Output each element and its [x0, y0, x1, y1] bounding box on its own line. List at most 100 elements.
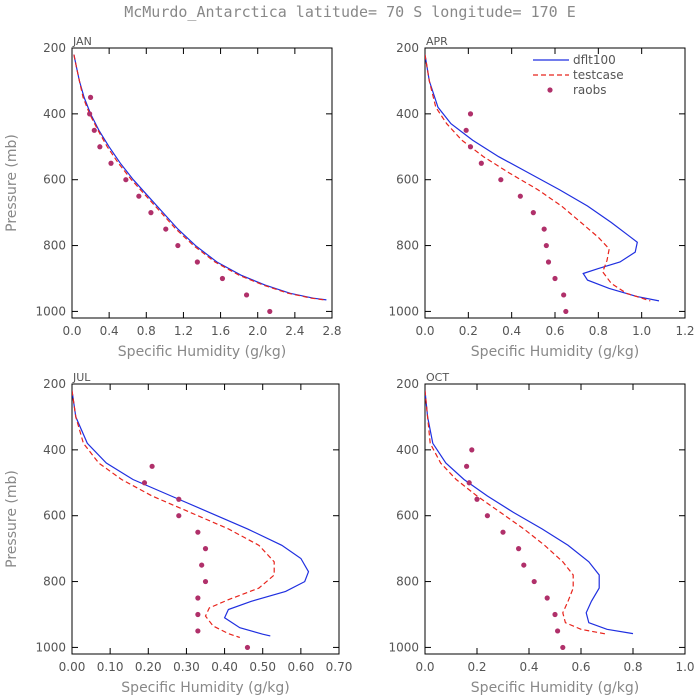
raobs-point: [552, 611, 558, 618]
raobs-point: [108, 160, 114, 166]
raobs-point: [467, 111, 474, 117]
panel-title: JAN: [72, 35, 92, 48]
plot-frame: [424, 383, 686, 655]
testcase-line: [425, 390, 608, 635]
y-tick-label: 800: [43, 239, 66, 253]
dflt100-line: [72, 390, 310, 637]
testcase-line: [72, 390, 275, 639]
x-tick-label: 0.20: [135, 660, 162, 674]
x-tick-label: 0.4: [100, 324, 119, 338]
x-axis-label: Specific Humidity (g/kg): [471, 344, 639, 360]
y-axis-label: Pressure (mb): [4, 134, 20, 232]
y-tick-label: 400: [396, 443, 419, 457]
x-tick-label: 0.00: [59, 660, 86, 674]
x-tick-label: 0.0: [415, 660, 434, 674]
dflt100-line: [425, 54, 660, 302]
raobs-point: [176, 513, 182, 519]
raobs-point: [175, 242, 181, 249]
raobs-point: [555, 628, 561, 634]
panel-jul: 0.00 0.10 0.20 0.30 0.40 0.50 0.60 0.70 200 400 60…: [4, 371, 352, 696]
raobs-point: [219, 275, 226, 282]
raobs-point: [500, 529, 506, 535]
x-tick-label: 0.60: [287, 660, 314, 674]
y-tick-label: 800: [43, 575, 66, 589]
x-tick-label: 0.50: [249, 660, 276, 674]
raobs-point: [544, 595, 550, 601]
raobs-point: [136, 193, 142, 199]
raobs-point: [552, 275, 558, 282]
raobs-point: [202, 546, 209, 552]
panel-apr: 0.0 0.2 0.4 0.6 0.8 1.0 1.2 200 400 600 800 1000 APR…: [388, 35, 694, 360]
legend-label-dflt100: dflt100: [573, 53, 616, 67]
dflt100-line: [425, 390, 634, 635]
x-axis-label: Specific Humidity (g/kg): [121, 680, 289, 696]
y-tick-label: 600: [396, 173, 419, 187]
raobs-point: [123, 177, 129, 183]
y-tick-label: 400: [43, 443, 66, 457]
raobs-point: [484, 513, 490, 519]
panel-title: APR: [426, 35, 448, 48]
y-tick-label: 600: [396, 509, 419, 523]
x-tick-label: 2.4: [285, 324, 304, 338]
raobs-point: [516, 546, 522, 552]
x-tick-label: 0.8: [623, 660, 642, 674]
raobs-point: [202, 578, 209, 585]
raobs-point: [530, 210, 536, 216]
y-tick-label: 800: [396, 239, 419, 253]
x-tick-label: 0.30: [173, 660, 200, 674]
raobs-point: [464, 463, 470, 469]
x-tick-label: 0.0: [62, 324, 81, 338]
raobs-point: [195, 611, 201, 618]
x-tick-label: 0.70: [326, 660, 353, 674]
y-tick-label: 1000: [388, 304, 419, 318]
testcase-line: [73, 54, 325, 301]
plot-frame: [71, 47, 333, 319]
raobs-point: [563, 308, 569, 315]
raobs-point: [243, 292, 250, 298]
y-tick-label: 800: [396, 575, 419, 589]
raobs-point: [469, 447, 475, 453]
x-tick-label: 2.0: [248, 324, 267, 338]
raobs-point: [498, 177, 504, 183]
raobs-point: [463, 127, 469, 133]
x-tick-label: 1.0: [675, 660, 694, 674]
raobs-point: [194, 259, 200, 265]
raobs-point: [466, 480, 472, 486]
x-tick-label: 0.40: [211, 660, 238, 674]
x-tick-label: 0.4: [519, 660, 538, 674]
panel-title: OCT: [426, 371, 449, 384]
raobs-point: [91, 127, 97, 133]
y-tick-label: 200: [396, 41, 419, 55]
raobs-point: [531, 578, 537, 585]
x-tick-label: 0.6: [545, 324, 564, 338]
y-tick-label: 200: [43, 377, 66, 391]
y-tick-label: 1000: [35, 304, 66, 318]
y-tick-label: 200: [43, 41, 66, 55]
raobs-point: [267, 308, 273, 315]
figure-title: McMurdo_Antarctica latitude= 70 S longit…: [124, 3, 576, 21]
x-axis-label: Specific Humidity (g/kg): [471, 680, 639, 696]
x-tick-label: 0.8: [589, 324, 608, 338]
x-tick-label: 0.2: [459, 324, 478, 338]
y-tick-label: 600: [43, 509, 66, 523]
raobs-point: [545, 259, 552, 265]
x-tick-label: 1.2: [675, 324, 694, 338]
raobs-point: [97, 144, 103, 150]
raobs-point: [543, 242, 549, 249]
y-tick-label: 200: [396, 377, 419, 391]
raobs-point: [521, 562, 527, 568]
x-tick-label: 0.10: [97, 660, 124, 674]
panel-oct: 0.0 0.2 0.4 0.6 0.8 1.0 200 400 600 800 1000 OCT Spe…: [388, 371, 694, 696]
raobs-point: [478, 160, 484, 166]
raobs-point: [561, 292, 567, 298]
raobs-point: [467, 144, 474, 150]
y-axis-label: Pressure (mb): [4, 470, 20, 568]
x-tick-label: 0.2: [467, 660, 486, 674]
raobs-point: [560, 644, 566, 651]
raobs-point: [149, 463, 155, 469]
x-axis-label: Specific Humidity (g/kg): [118, 344, 286, 360]
raobs-point: [141, 480, 148, 486]
x-tick-label: 2.8: [322, 324, 341, 338]
panels: 0.0 0.4 0.8 1.2 1.6 2.0 2.4 2.8 200 400 600 800 1000…: [4, 35, 695, 696]
